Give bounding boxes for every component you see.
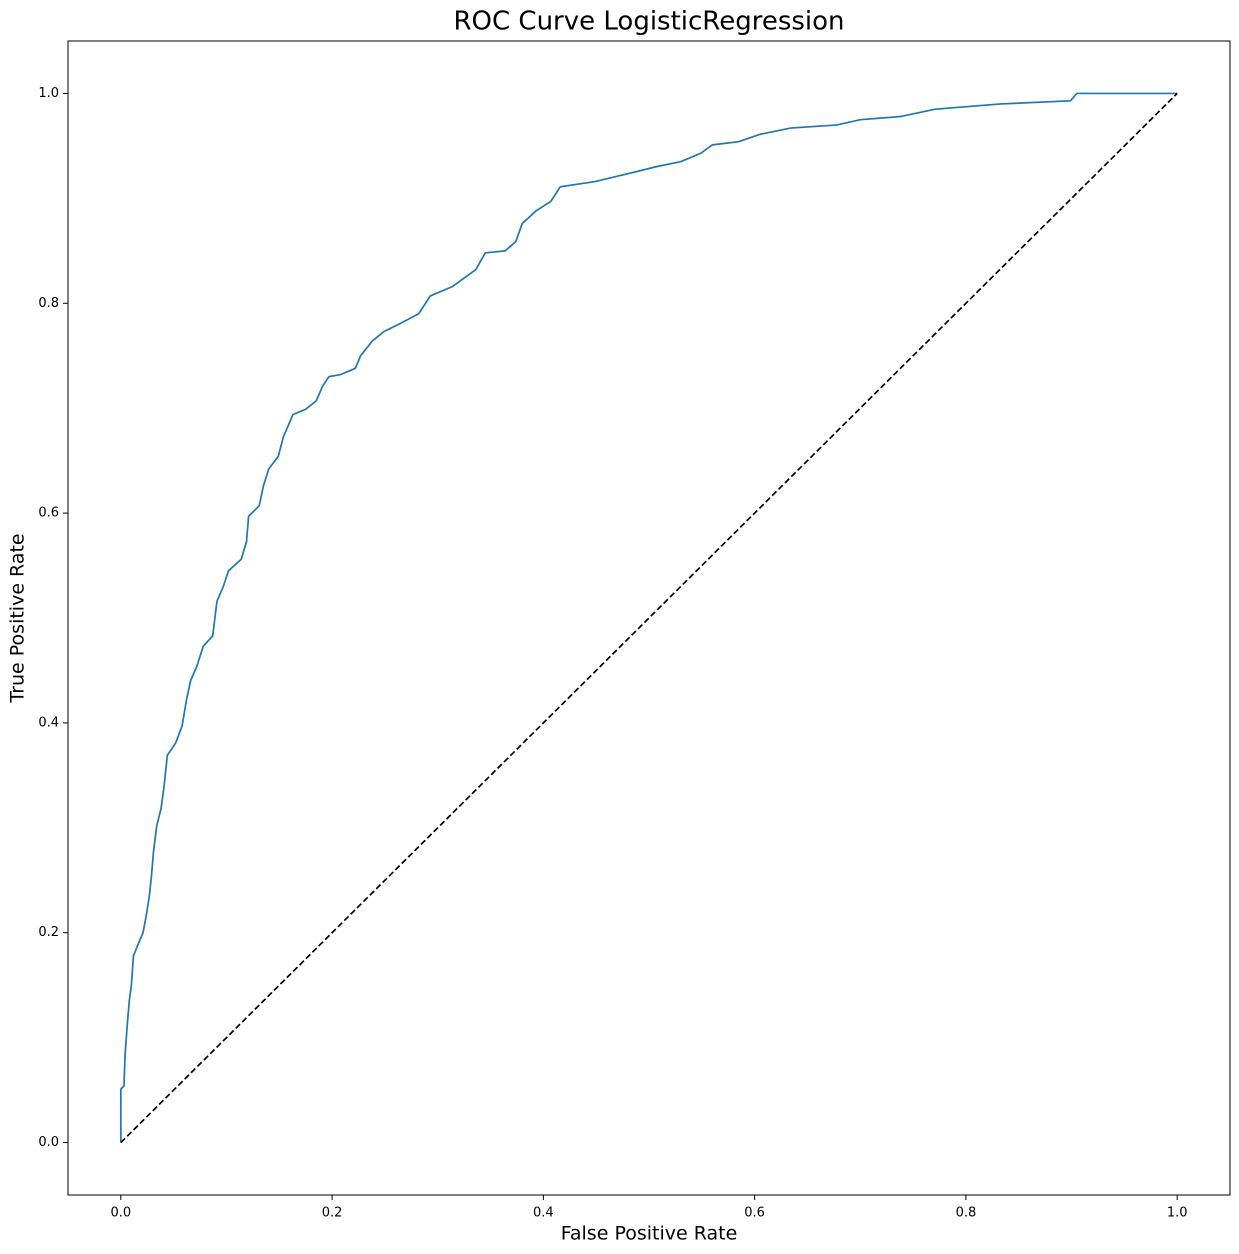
x-tick-label: 0.6: [744, 1206, 765, 1221]
y-tick-label: 0.0: [38, 1135, 59, 1150]
line-series: [120, 92, 1178, 1144]
y-tick-label: 0.2: [38, 925, 59, 940]
chart-title: ROC Curve LogisticRegression: [453, 7, 844, 37]
y-tick-label: 1.0: [38, 86, 59, 101]
y-tick-label: 0.4: [38, 715, 59, 730]
line-series: [119, 92, 1178, 1143]
x-axis-label: False Positive Rate: [561, 1223, 738, 1245]
x-tick-label: 0.2: [322, 1206, 343, 1221]
x-tick-label: 0.8: [956, 1206, 977, 1221]
plot-frame: [67, 40, 1231, 1196]
y-axis-label: True Positive Rate: [7, 533, 29, 703]
x-tick-label: 0.4: [533, 1206, 554, 1221]
y-tick-label: 0.6: [38, 506, 59, 521]
x-tick-label: 1.0: [1167, 1206, 1188, 1221]
y-tick-label: 0.8: [38, 296, 59, 311]
x-tick-label: 0.0: [110, 1206, 131, 1221]
